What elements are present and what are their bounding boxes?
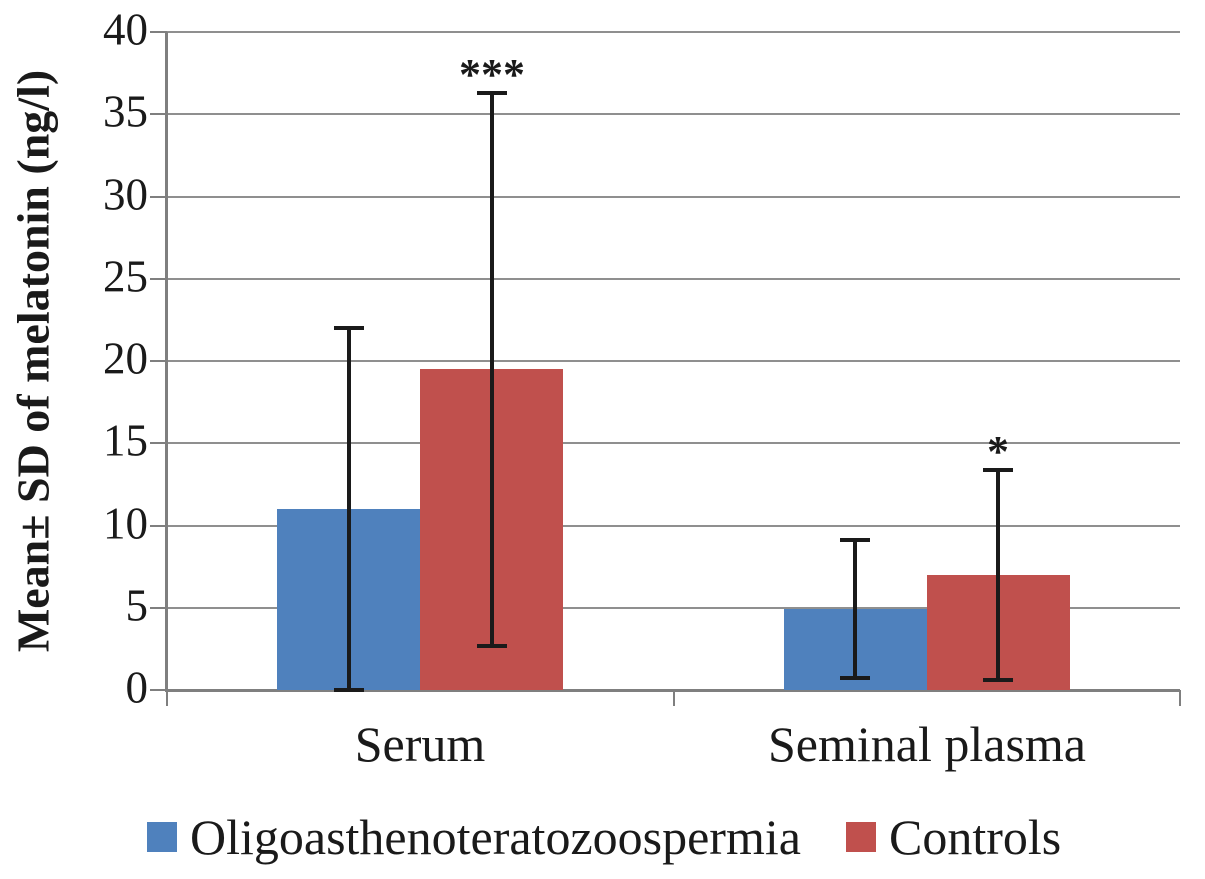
error-bar-cap-bottom [983,678,1013,682]
gridline [167,442,1180,444]
error-bar-line [996,470,1000,681]
y-axis-tick [150,196,167,198]
x-category-label: Serum [354,716,486,772]
legend: Oligoasthenoteratozoospermia Controls [0,812,1205,862]
y-axis-tick [150,442,167,444]
y-tick-label: 5 [125,580,149,631]
y-tick-label: 35 [103,86,148,137]
y-axis-tick [150,607,167,609]
error-bar-line [347,328,351,690]
error-bar-cap-top [840,538,870,542]
y-axis-tick [150,689,167,691]
gridline [167,525,1180,527]
significance-annotation: * [987,427,1009,476]
y-tick-label: 10 [103,498,148,549]
legend-label-controls: Controls [889,809,1062,865]
x-axis-line [165,689,1180,692]
gridline [167,278,1180,280]
y-tick-label: 40 [103,4,148,55]
y-tick-label: 0 [125,662,149,713]
x-axis-tick [166,690,168,706]
gridline [167,607,1180,609]
y-axis-line [165,32,168,690]
gridline [167,113,1180,115]
y-axis-tick [150,360,167,362]
legend-swatch-controls [846,822,876,852]
gridline [167,196,1180,198]
significance-annotation: *** [459,50,525,99]
y-axis-tick [150,113,167,115]
y-tick-label: 20 [103,333,148,384]
y-axis-tick [150,525,167,527]
x-category-label: Seminal plasma [768,716,1086,772]
x-axis-tick [673,690,675,706]
y-tick-label: 30 [103,169,148,220]
y-tick-label: 25 [103,251,148,302]
gridline [167,360,1180,362]
legend-swatch-oligoasthenoteratozoospermia [147,822,177,852]
error-bar-line [853,540,857,678]
error-bar-line [490,93,494,646]
y-axis-tick [150,278,167,280]
y-tick-label: 15 [103,415,148,466]
error-bar-cap-top [983,468,1013,472]
error-bar-cap-top [477,91,507,95]
error-bar-cap-bottom [840,676,870,680]
y-axis-tick [150,31,167,33]
legend-item-oligoasthenoteratozoospermia: Oligoasthenoteratozoospermia [147,812,801,862]
legend-item-controls: Controls [846,812,1061,862]
error-bar-cap-top [334,326,364,330]
error-bar-cap-bottom [334,688,364,692]
error-bar-cap-bottom [477,644,507,648]
gridline [167,31,1180,33]
legend-label-oligoasthenoteratozoospermia: Oligoasthenoteratozoospermia [190,809,801,865]
x-axis-tick [1179,690,1181,706]
